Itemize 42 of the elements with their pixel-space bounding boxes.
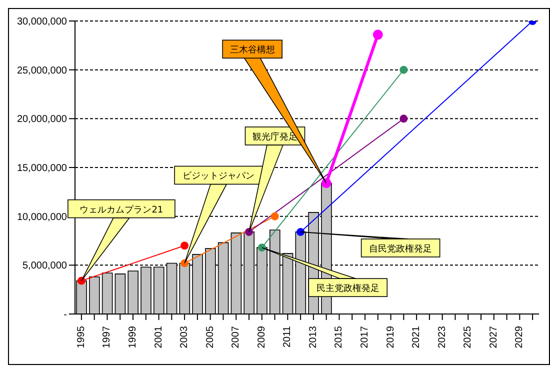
callout: ウェルカムプラン21 bbox=[68, 199, 176, 282]
callout: 自民党政権発足 bbox=[300, 232, 440, 258]
x-tick-label: 2003 bbox=[179, 326, 190, 348]
annotation: ウェルカムプラン21 bbox=[80, 204, 164, 216]
x-tick-label: 2009 bbox=[256, 326, 268, 348]
x-tick-label: 2019 bbox=[385, 326, 396, 348]
x-tick-label: 2027 bbox=[488, 326, 500, 348]
annotation: 自民党政権発足 bbox=[369, 243, 432, 254]
y-tick-label: 5,000,000 bbox=[22, 260, 68, 272]
x-tick-label: 2005 bbox=[204, 326, 216, 348]
annotation: ビジットジャパン bbox=[182, 170, 255, 182]
x-tick-label: 2011 bbox=[282, 326, 294, 348]
y-tick-label: 30,000,000 bbox=[16, 16, 68, 28]
point bbox=[258, 244, 266, 252]
x-tick-label: 2013 bbox=[308, 326, 319, 348]
y-tick-label: 10,000,000 bbox=[16, 212, 68, 223]
point bbox=[180, 242, 189, 250]
y-tick-label: 25,000,000 bbox=[16, 65, 68, 76]
x-tick-label: 2021 bbox=[411, 326, 422, 348]
y-tick-label: 15,000,000 bbox=[16, 163, 68, 174]
x-tick-label: 1995 bbox=[76, 326, 87, 348]
annotation: 民主党政権発足 bbox=[316, 283, 380, 294]
point bbox=[77, 276, 86, 285]
x-tick-label: 2023 bbox=[436, 326, 448, 348]
x-tick-label: 1999 bbox=[128, 326, 138, 348]
x-tick-label: 2025 bbox=[462, 326, 474, 348]
x-tick-label: 2001 bbox=[153, 326, 164, 348]
x-tick-label: 2007 bbox=[230, 326, 242, 348]
point bbox=[400, 114, 408, 123]
x-tick-label: 2029 bbox=[514, 326, 526, 348]
callout: ビジットジャパン bbox=[174, 166, 263, 264]
x-tick-label: 2015 bbox=[334, 326, 345, 348]
point bbox=[270, 212, 279, 220]
point bbox=[321, 178, 332, 188]
x-tick-label: 2017 bbox=[360, 326, 370, 348]
annotation: 三木谷構想 bbox=[230, 44, 275, 56]
y-tick-label: 20,000,000 bbox=[16, 114, 68, 126]
point bbox=[400, 66, 408, 74]
point bbox=[296, 228, 305, 236]
y-tick-label: - bbox=[64, 310, 67, 321]
x-tick-label: 1997 bbox=[102, 326, 113, 348]
point bbox=[372, 30, 383, 40]
